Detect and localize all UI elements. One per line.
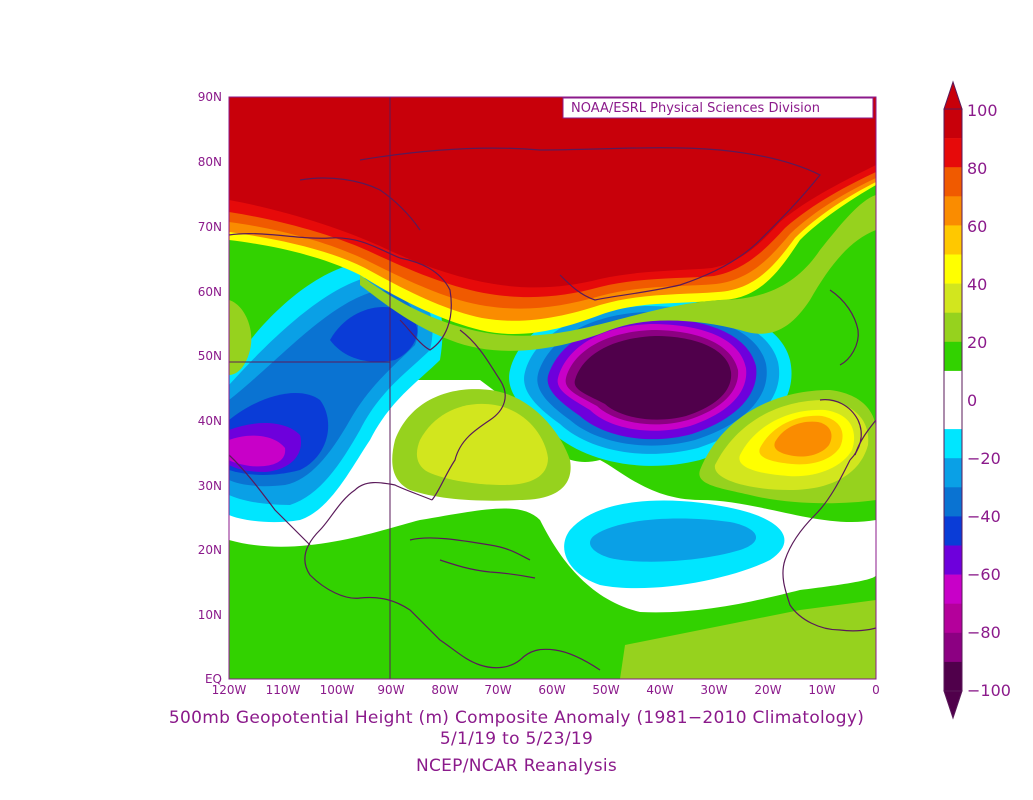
lat-label: 60N	[198, 285, 222, 299]
colorbar-cell	[944, 429, 962, 459]
map-frame	[228, 96, 877, 680]
lat-label: 10N	[198, 608, 222, 622]
lon-label: 30W	[700, 683, 727, 697]
caption-title: 500mb Geopotential Height (m) Composite …	[168, 708, 865, 728]
colorbar-bottom-arrow	[943, 690, 963, 720]
anomaly-field	[229, 97, 876, 679]
colorbar-label: −100	[967, 681, 1011, 700]
colorbar-cell	[944, 138, 962, 168]
colorbar-label: −40	[967, 507, 1001, 526]
lat-label: 40N	[198, 414, 222, 428]
colorbar-label: 100	[967, 101, 998, 120]
colorbar-cell	[944, 283, 962, 313]
lat-label: 70N	[198, 220, 222, 234]
lat-label: 80N	[198, 155, 222, 169]
colorbar-cell	[944, 516, 962, 546]
colorbar-label: −20	[967, 449, 1001, 468]
lat-axis: 90N 80N 70N 60N 50N 40N 30N 20N 10N EQ	[198, 90, 222, 686]
lat-label: 50N	[198, 349, 222, 363]
lon-label: 0	[872, 683, 880, 697]
lon-label: 110W	[266, 683, 301, 697]
colorbar-label: 0	[967, 391, 977, 410]
lon-label: 120W	[212, 683, 247, 697]
lon-label: 70W	[484, 683, 511, 697]
colorbar-label: 80	[967, 159, 987, 178]
lat-label: 30N	[198, 479, 222, 493]
colorbar-cell	[944, 545, 962, 575]
lat-label: 90N	[198, 90, 222, 104]
lon-label: 40W	[646, 683, 673, 697]
colorbar-cell	[944, 400, 962, 430]
lon-label: 60W	[538, 683, 565, 697]
colorbar-cell	[944, 109, 962, 139]
colorbar-cell	[944, 574, 962, 604]
colorbar-label: 40	[967, 275, 987, 294]
colorbar: 100 80 60 40 20 0 −20 −40 −60 −80 −100	[943, 80, 1011, 720]
lon-label: 90W	[377, 683, 404, 697]
lon-axis: 120W 110W 100W 90W 80W 70W 60W 50W 40W 3…	[212, 683, 880, 697]
lat-label: EQ	[205, 672, 222, 686]
colorbar-cell	[944, 341, 962, 372]
colorbar-cell	[944, 632, 962, 663]
credit-box: NOAA/ESRL Physical Sciences Division	[571, 101, 820, 116]
caption-source: NCEP/NCAR Reanalysis	[415, 756, 618, 776]
lon-label: 100W	[320, 683, 355, 697]
colorbar-label: 60	[967, 217, 987, 236]
colorbar-label: −80	[967, 623, 1001, 642]
lat-label: 20N	[198, 543, 222, 557]
colorbar-cell	[944, 196, 962, 226]
colorbar-label: −60	[967, 565, 1001, 584]
colorbar-cell	[944, 661, 962, 692]
colorbar-cell	[944, 603, 962, 634]
colorbar-cell	[944, 370, 962, 401]
lon-label: 80W	[431, 683, 458, 697]
credit-box-frame	[562, 97, 874, 119]
colorbar-cell	[944, 225, 962, 255]
caption-dates: 5/1/19 to 5/23/19	[439, 729, 594, 749]
colorbar-cell	[944, 458, 962, 488]
colorbar-top-arrow	[943, 80, 963, 110]
colorbar-cell	[944, 312, 962, 343]
colorbar-cell	[944, 167, 962, 197]
colorbar-label: 20	[967, 333, 987, 352]
colorbar-cell	[944, 254, 962, 284]
lon-label: 50W	[592, 683, 619, 697]
colorbar-cell	[944, 487, 962, 517]
lon-label: 20W	[754, 683, 781, 697]
lon-label: 10W	[808, 683, 835, 697]
